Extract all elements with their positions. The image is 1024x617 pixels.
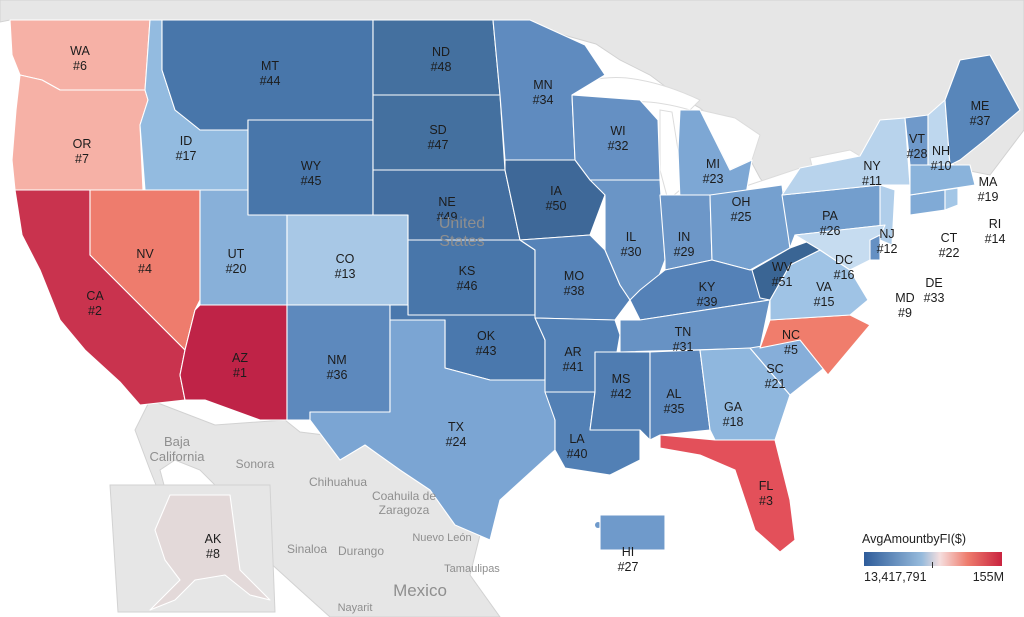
color-legend: AvgAmountbyFI($) 13,417,791 155M — [862, 532, 1012, 592]
state-fl[interactable] — [659, 434, 796, 553]
state-nd[interactable] — [372, 19, 501, 96]
state-tx[interactable] — [309, 319, 556, 541]
legend-min-label: 13,417,791 — [864, 570, 927, 584]
legend-gradient-bar — [864, 552, 1002, 566]
state-ms[interactable] — [589, 351, 651, 441]
legend-tick — [932, 562, 933, 568]
state-ak[interactable] — [149, 494, 271, 611]
legend-title: AvgAmountbyFI($) — [862, 532, 966, 546]
state-wy[interactable] — [247, 119, 374, 216]
state-de[interactable] — [869, 234, 881, 261]
state-hi[interactable] — [599, 514, 666, 551]
state-sd[interactable] — [372, 94, 506, 171]
state-tn[interactable] — [619, 299, 771, 353]
state-me[interactable] — [944, 54, 1021, 166]
legend-max-label: 155M — [972, 570, 1004, 584]
state-al[interactable] — [649, 349, 711, 441]
state-mi[interactable] — [677, 109, 753, 201]
state-in[interactable] — [659, 194, 713, 271]
state-nj[interactable] — [879, 184, 896, 246]
state-mt[interactable] — [161, 19, 374, 131]
state-md[interactable] — [794, 224, 886, 271]
state-wi[interactable] — [571, 94, 661, 181]
state-or[interactable] — [11, 74, 149, 191]
state-nm[interactable] — [286, 304, 391, 421]
state-wv[interactable] — [751, 239, 821, 301]
states-layer — [9, 19, 1021, 611]
state-ks[interactable] — [407, 239, 536, 316]
state-ny[interactable] — [781, 117, 911, 196]
state-co[interactable] — [286, 214, 409, 306]
